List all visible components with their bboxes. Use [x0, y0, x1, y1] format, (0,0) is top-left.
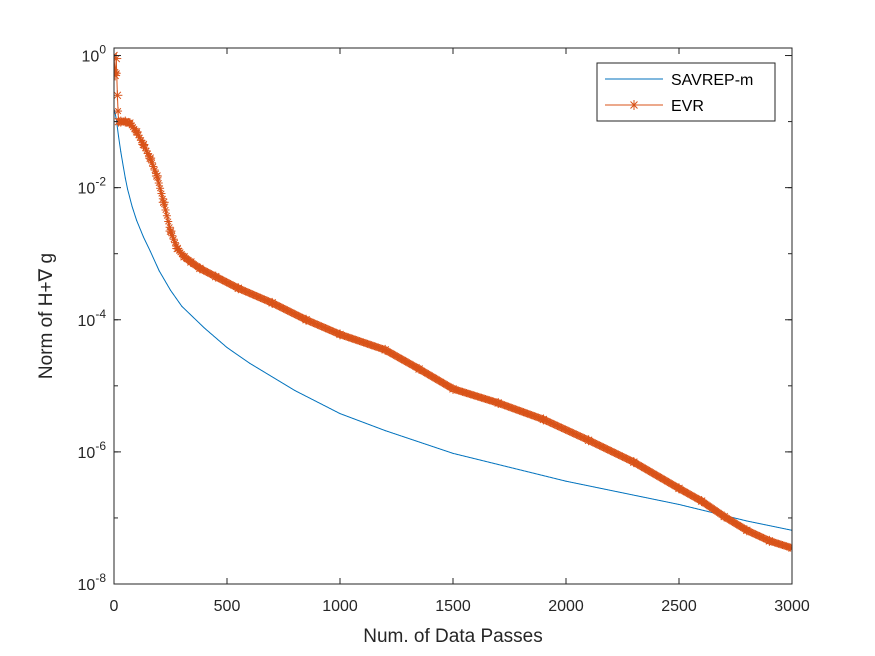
data-point-savrep-m: [136, 219, 138, 221]
data-point-savrep-m: [678, 503, 680, 505]
y-tick-label: 10-6: [78, 439, 107, 462]
data-point-savrep-m: [142, 236, 144, 238]
x-tick-label: 500: [214, 598, 241, 615]
data-point-savrep-m: [565, 480, 567, 482]
data-point-savrep-m: [131, 205, 133, 207]
y-tick-label: 10-8: [78, 571, 107, 594]
x-tick-label: 1000: [322, 598, 358, 615]
x-tick-label: 0: [110, 598, 119, 615]
series-evr: [114, 50, 792, 554]
data-point-savrep-m: [203, 327, 205, 329]
data-point-savrep-m: [181, 305, 183, 307]
x-tick-label: 3000: [774, 598, 810, 615]
y-tick-label: 100: [82, 43, 107, 66]
data-point-savrep-m: [226, 347, 228, 349]
data-point-savrep-m: [249, 362, 251, 364]
plot-area: [114, 48, 792, 584]
data-point-savrep-m: [122, 164, 124, 166]
data-point-savrep-m: [170, 289, 171, 291]
data-point-savrep-m: [746, 520, 748, 522]
legend-label-savrep-m: SAVREP-m: [671, 72, 753, 89]
legend-box: [596, 62, 776, 122]
x-tick-label: 1500: [435, 598, 471, 615]
data-point-savrep-m: [384, 430, 386, 432]
x-axis-label: Num. of Data Passes: [363, 626, 543, 647]
x-tick-label: 2000: [548, 598, 584, 615]
data-point-savrep-m: [294, 389, 296, 391]
data-point-savrep-m: [124, 177, 126, 179]
marker-band-evr: [114, 51, 792, 553]
data-point-savrep-m: [120, 151, 122, 153]
y-axis-label: Norm of H+∇ g: [36, 253, 57, 379]
data-point-savrep-m: [127, 188, 129, 190]
data-point-savrep-m: [158, 270, 160, 272]
legend-label-evr: EVR: [671, 98, 704, 115]
legend-marker-evr: [629, 100, 639, 110]
data-point-savrep-m: [452, 452, 454, 454]
ticks-layer: 0 500 1000 1500 2000 2500 3000 100 10-2 10-4 10-6 1…: [78, 43, 810, 615]
y-tick-label: 10-4: [78, 307, 107, 330]
y-tick-label: 10-2: [78, 175, 107, 198]
x-tick-label: 2500: [661, 598, 697, 615]
data-point-savrep-m: [149, 250, 151, 252]
legend: SAVREP-m EVR: [596, 62, 776, 122]
data-point-savrep-m: [339, 413, 341, 415]
series-layer: [114, 50, 792, 554]
data-point-savrep-m: [118, 135, 120, 137]
